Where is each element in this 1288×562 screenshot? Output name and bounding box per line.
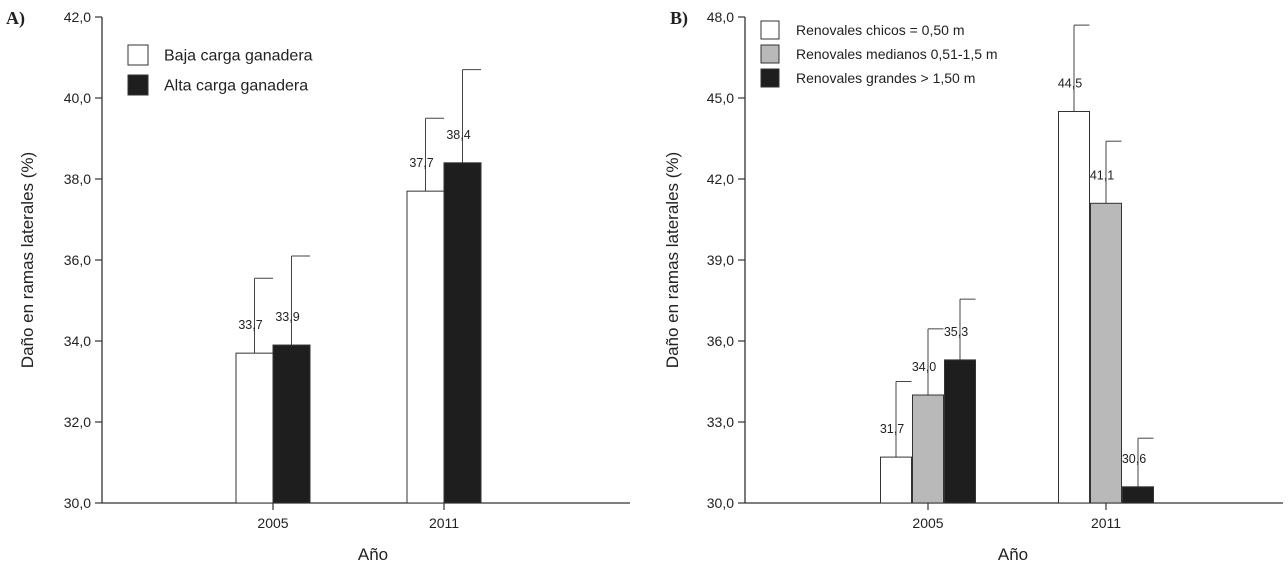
panel-b-bar bbox=[1090, 202, 1122, 504]
panel-a-legend-label: Alta carga ganadera bbox=[164, 78, 308, 95]
panel-b-marks: 30,0 33,0 36,0 39,0 42,0 45,0 48,0 2005 31,7 34,0… bbox=[707, 9, 1283, 531]
panel-b-y-tick-label: 39,0 bbox=[707, 252, 734, 268]
panel-a-y-tick-label: 42,0 bbox=[64, 9, 91, 25]
panel-a-y-tick-label: 40,0 bbox=[64, 90, 91, 106]
panel-a-legend-label: Baja carga ganadera bbox=[164, 48, 313, 65]
panel-b-legend-label: Renovales medianos 0,51-1,5 m bbox=[796, 46, 998, 62]
panel-b-bar bbox=[1122, 486, 1154, 504]
panel-b-x-axis-title: Año bbox=[998, 545, 1028, 562]
panel-b-x-tick-label: 2005 bbox=[912, 515, 943, 531]
panel-b-x-tick-label: 2011 bbox=[1091, 515, 1121, 531]
panel-b-y-tick-label: 42,0 bbox=[707, 171, 734, 187]
panel-b-y-tick-label: 33,0 bbox=[707, 414, 734, 430]
panel-a-data-label: 33,7 bbox=[238, 318, 262, 332]
panel-b-bar bbox=[880, 456, 912, 504]
panel-a-marks: 30,0 32,0 34,0 36,0 38,0 40,0 42,0 2005 33,7 33,9… bbox=[64, 9, 630, 531]
panel-a-data-label: 37,7 bbox=[409, 156, 433, 170]
panel-b-legend-swatch bbox=[760, 44, 780, 64]
panel-a-letter: A) bbox=[6, 8, 25, 29]
panel-a-y-axis-title: Daño en ramas laterales (%) bbox=[18, 152, 37, 368]
panel-a-x-tick-label: 2011 bbox=[429, 515, 459, 531]
panel-b-bar bbox=[1058, 111, 1090, 504]
panel-a-legend-swatch bbox=[127, 74, 149, 96]
panel-b-bar bbox=[912, 394, 944, 504]
panel-b-letter: B) bbox=[670, 8, 688, 29]
panel-a-bar bbox=[443, 162, 482, 504]
panel-b-legend-label: Renovales chicos = 0,50 m bbox=[796, 22, 964, 38]
panel-a-bar bbox=[406, 190, 445, 504]
panel-b-y-axis-title: Daño en ramas laterales (%) bbox=[663, 152, 682, 368]
panel-b-y-tick-label: 48,0 bbox=[707, 9, 734, 25]
panel-a-y-tick-label: 34,0 bbox=[64, 333, 91, 349]
panel-b-data-label: 31,7 bbox=[880, 422, 904, 436]
panel-a-y-tick-label: 38,0 bbox=[64, 171, 91, 187]
panel-a-data-label: 33,9 bbox=[275, 310, 299, 324]
panel-b-y-tick-label: 36,0 bbox=[707, 333, 734, 349]
panel-b: B) Daño en ramas laterales (%) Año 30,03… bbox=[663, 8, 1283, 562]
panel-b-bar bbox=[944, 359, 976, 504]
panel-b-data-label: 34,0 bbox=[912, 360, 936, 374]
panel-a-data-label: 38,4 bbox=[446, 128, 470, 142]
panel-a-x-axis-title: Año bbox=[358, 545, 388, 562]
panel-a-legend-swatch bbox=[127, 44, 149, 66]
panel-b-data-label: 35,3 bbox=[944, 325, 968, 339]
panel-b-legend-label: Renovales grandes > 1,50 m bbox=[796, 70, 975, 86]
panel-b-legend-swatch bbox=[760, 20, 780, 40]
panel-a-y-tick-label: 30,0 bbox=[64, 495, 91, 511]
panel-b-legend-swatch bbox=[760, 68, 780, 88]
panel-a-bar bbox=[235, 352, 274, 504]
panel-a-y-tick-label: 32,0 bbox=[64, 414, 91, 430]
panel-a-bar bbox=[272, 344, 311, 504]
panel-b-data-label: 41,1 bbox=[1090, 168, 1114, 182]
panel-a: A) Daño en ramas laterales (%) Año 30,03… bbox=[6, 8, 630, 562]
panel-a-x-tick-label: 2005 bbox=[257, 515, 288, 531]
panel-b-y-tick-label: 30,0 bbox=[707, 495, 734, 511]
panel-a-y-tick-label: 36,0 bbox=[64, 252, 91, 268]
panel-b-data-label: 30,6 bbox=[1122, 452, 1146, 466]
panel-b-data-label: 44,5 bbox=[1058, 77, 1082, 91]
panel-b-y-tick-label: 45,0 bbox=[707, 90, 734, 106]
